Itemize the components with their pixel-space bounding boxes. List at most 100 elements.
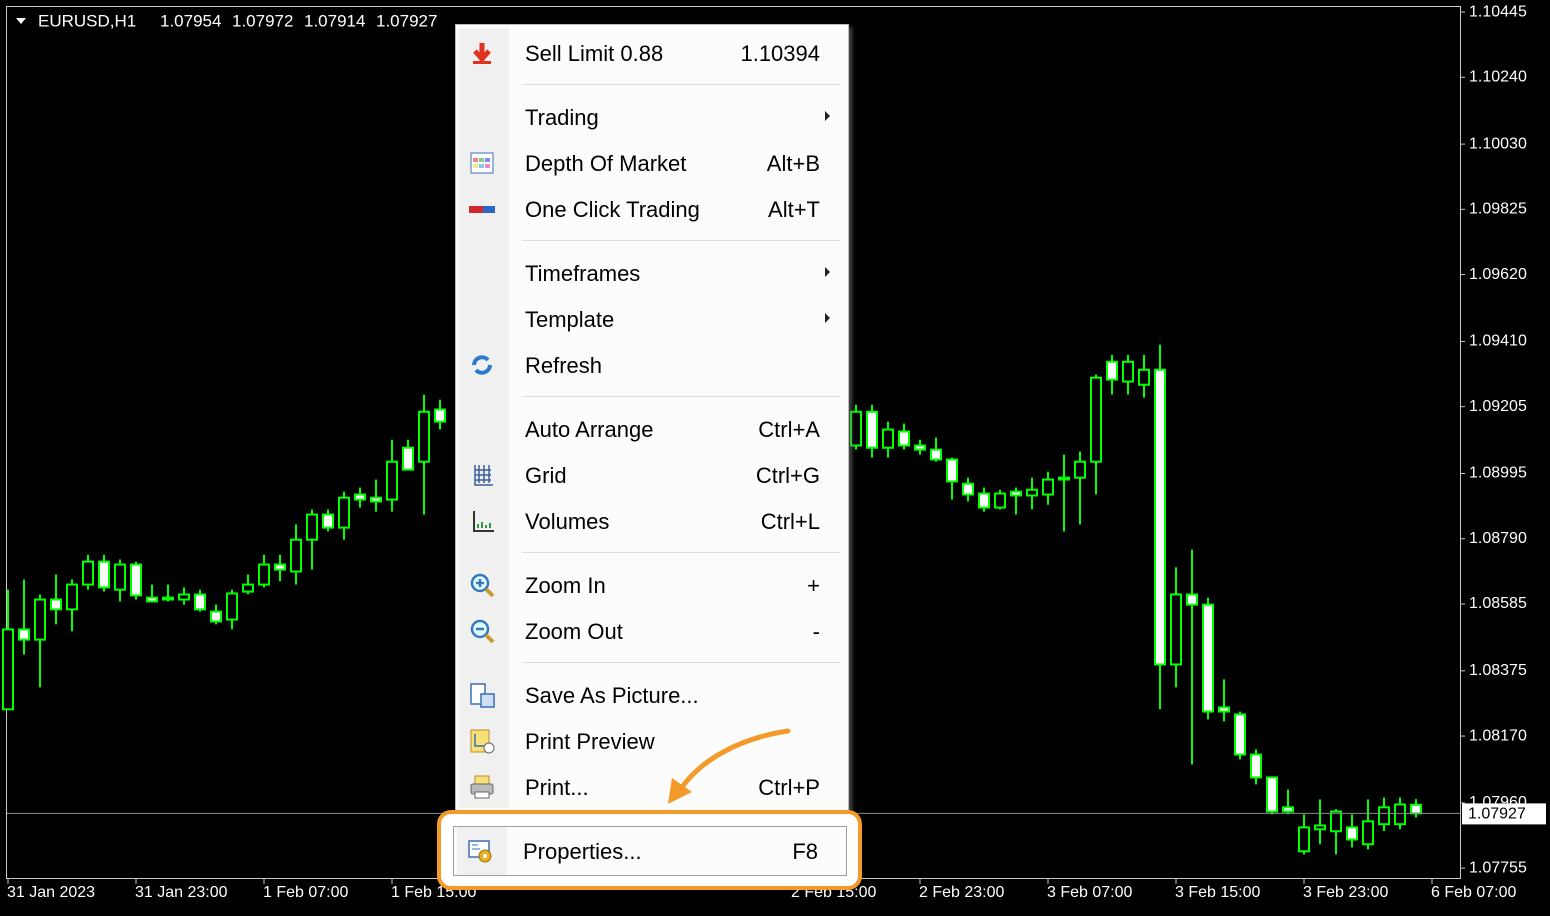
candle-body [978,492,990,509]
menu-item[interactable]: Print... Ctrl+P [456,764,848,810]
candle-body [82,560,94,586]
candle-body [1266,776,1278,813]
candle-body [2,628,14,711]
candle-body [1138,368,1150,386]
x-tick-label: 31 Jan 2023 [7,884,95,901]
candle-body [226,592,238,621]
menu-item[interactable]: Refresh [456,342,848,388]
menu-item[interactable]: Trading [456,94,848,140]
menu-shortcut: Ctrl+L [760,509,820,534]
candle-body [1042,478,1054,496]
y-tick-label: 1.10240 [1469,69,1527,86]
menu-icon [474,465,493,486]
candle-body [370,496,382,503]
y-tick-label: 1.08170 [1469,727,1527,744]
menu-label: Properties... [523,839,642,864]
submenu-arrow [825,313,830,323]
candle-body [866,410,878,449]
menu-icon [470,729,495,754]
candle-body [306,513,318,541]
chart-menu-arrow[interactable] [16,18,26,24]
candle-body [850,410,862,447]
y-tick-label: 1.09825 [1469,201,1527,218]
menu-separator [522,396,840,397]
highlight-box: Properties... F8 [437,810,862,890]
candle-body [1202,603,1214,713]
candle-body [1378,806,1390,826]
candle-body [1026,488,1038,497]
candle-body [1346,826,1358,841]
menu-icon [470,683,495,708]
menu-icon [473,511,494,532]
candle-body [178,593,190,601]
candle-body [1090,376,1102,463]
candle-body [994,492,1006,509]
menu-icon [468,840,492,863]
menu-shortcut: - [812,619,820,644]
menu-icon [470,152,494,174]
menu-shortcut: Alt+T [768,197,820,222]
candle-body [1410,803,1422,815]
menu-item[interactable]: Sell Limit 0.88 1.10394 [456,30,848,76]
quote-value: 1.07954 [160,11,221,30]
candle-body [386,460,398,501]
menu-item[interactable]: Properties... F8 [454,828,846,874]
menu-shortcut: Alt+B [766,151,820,176]
menu-icon [470,775,494,799]
candle-body [914,444,926,451]
quote-value: 1.07914 [304,11,365,30]
candle-body [338,496,350,529]
menu-shortcut: + [807,573,820,598]
menu-label: Depth Of Market [525,151,687,176]
candle-body [1250,753,1262,779]
candle-body [18,628,30,641]
x-tick-label: 6 Feb 07:00 [1431,884,1517,901]
menu-label: Sell Limit 0.88 [525,41,664,66]
menu-item[interactable]: Volumes Ctrl+L [456,498,848,544]
menu-shortcut: Ctrl+P [758,775,820,800]
candle-body [34,598,46,641]
candle-body [98,560,110,589]
menu-label: One Click Trading [525,197,700,222]
candle-body [962,482,974,496]
menu-separator [522,240,840,241]
menu-item[interactable]: Zoom In + [456,562,848,608]
menu-separator [522,552,840,553]
menu-item-highlighted[interactable]: Properties... F8 [453,826,847,876]
candle-body [1218,706,1230,713]
menu-shortcut: Ctrl+G [755,463,820,488]
candle-body [1186,593,1198,606]
candle-body [1282,806,1294,813]
candle-body [1074,460,1086,479]
candle-body [1234,713,1246,756]
candle-body [162,596,174,601]
y-tick-label: 1.09205 [1469,398,1527,415]
x-tick-label: 3 Feb 23:00 [1303,884,1389,901]
menu-label: Volumes [525,509,610,534]
menu-shortcut: F8 [792,839,818,864]
x-tick-label: 2 Feb 23:00 [919,884,1005,901]
menu-label: Save As Picture... [525,683,699,708]
y-tick-label: 1.08375 [1469,662,1527,679]
menu-item[interactable]: One Click Trading Alt+T [456,186,848,232]
menu-label: Template [525,307,615,332]
candle-body [898,430,910,447]
menu-item[interactable]: Timeframes [456,250,848,296]
menu-item[interactable]: Auto Arrange Ctrl+A [456,406,848,452]
menu-label: Auto Arrange [525,417,654,442]
candle-body [418,410,430,463]
candle-body [1154,368,1166,666]
candle-body [146,596,158,603]
candle-body [114,563,126,591]
menu-item[interactable]: Depth Of Market Alt+B [456,140,848,186]
menu-shortcut: Ctrl+A [758,417,820,442]
candle-body [1330,810,1342,833]
menu-item[interactable]: Zoom Out - [456,608,848,654]
menu-item[interactable]: Print Preview [456,718,848,764]
menu-item[interactable]: Template [456,296,848,342]
menu-item[interactable]: Grid Ctrl+G [456,452,848,498]
menu-icon [469,206,495,213]
menu-label: Print... [525,775,589,800]
candle-body [1122,360,1134,383]
menu-item[interactable]: Save As Picture... [456,672,848,718]
